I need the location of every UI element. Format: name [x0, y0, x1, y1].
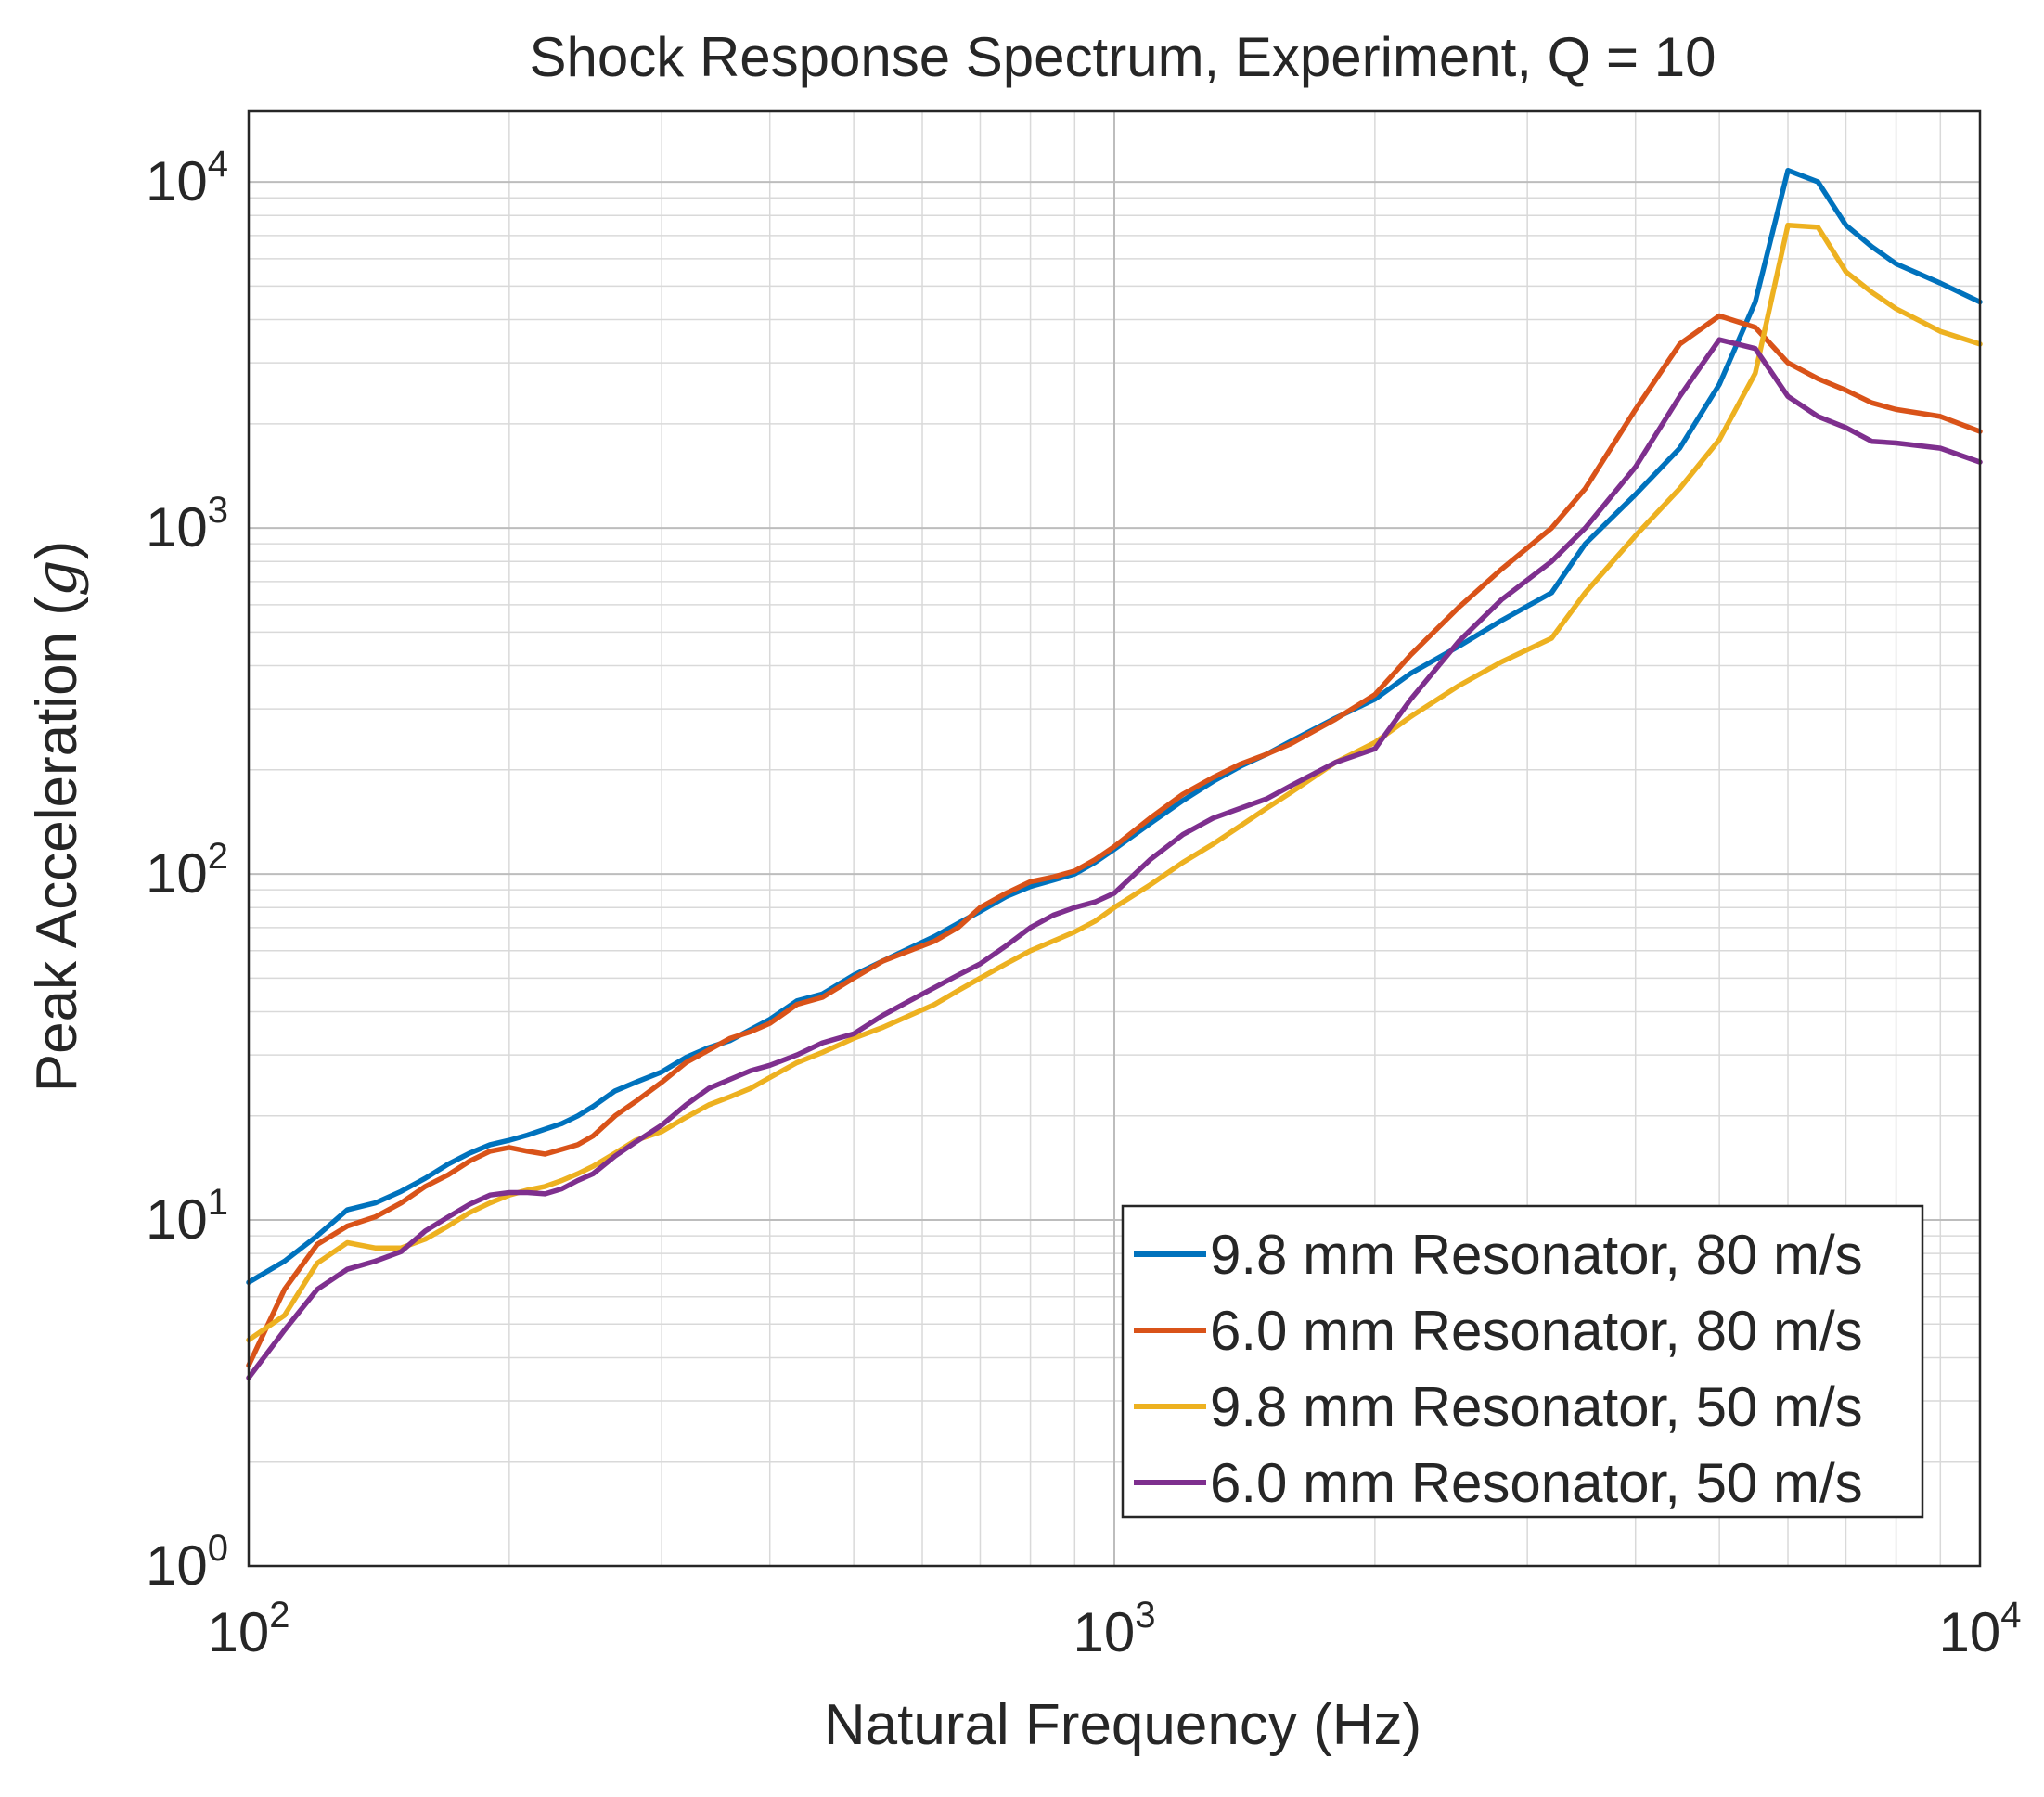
legend-label-3: 9.8 mm Resonator, 50 m/s [1210, 1376, 1863, 1438]
y-axis-label-symbol: g [22, 559, 90, 597]
chart-title: Shock Response Spectrum, Experiment, Q =… [530, 26, 1716, 88]
y-axis-label: Peak Acceleration (g) [22, 541, 90, 1093]
legend-label-4: 6.0 mm Resonator, 50 m/s [1210, 1452, 1863, 1514]
chart-container: 102 103 104 100 101 102 103 104 Shock Response… [0, 0, 2044, 1792]
legend[interactable]: 9.8 mm Resonator, 80 m/s 6.0 mm Resonator… [1123, 1206, 1922, 1517]
x-axis-label: Natural Frequency (Hz) [824, 1693, 1421, 1757]
y-axis-label-close: ) [25, 541, 89, 560]
legend-label-1: 9.8 mm Resonator, 80 m/s [1210, 1224, 1863, 1286]
y-axis-label-main: Peak Acceleration ( [25, 597, 89, 1093]
legend-label-2: 6.0 mm Resonator, 80 m/s [1210, 1300, 1863, 1362]
shock-response-chart: 102 103 104 100101102103104 Shock Response… [0, 0, 2044, 1792]
